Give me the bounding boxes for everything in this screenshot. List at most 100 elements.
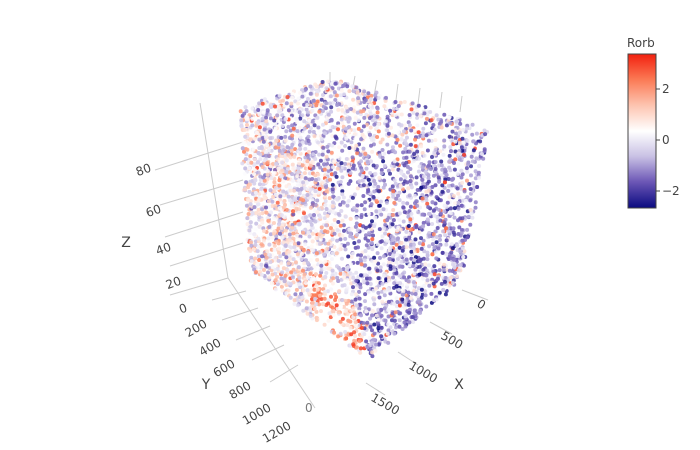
data-point xyxy=(340,148,345,153)
data-point xyxy=(415,123,420,128)
data-point xyxy=(444,267,449,272)
data-point xyxy=(454,119,459,124)
data-point xyxy=(331,313,336,317)
data-point xyxy=(311,98,316,103)
data-point xyxy=(361,224,366,229)
data-point xyxy=(357,239,361,244)
data-point xyxy=(442,185,447,190)
data-point xyxy=(331,210,336,214)
data-point xyxy=(331,165,335,170)
data-point xyxy=(371,195,376,199)
data-point xyxy=(409,128,414,133)
data-point xyxy=(368,182,372,187)
data-point xyxy=(391,218,396,223)
data-point xyxy=(453,139,458,144)
data-point xyxy=(272,118,277,123)
data-point xyxy=(277,222,282,226)
data-point xyxy=(301,130,306,135)
data-point xyxy=(306,134,311,139)
data-point xyxy=(265,143,270,148)
data-point xyxy=(346,181,351,186)
data-point xyxy=(313,157,318,161)
data-point xyxy=(253,256,258,261)
data-point xyxy=(448,145,453,150)
data-point xyxy=(361,124,366,129)
data-point xyxy=(307,149,311,154)
data-point xyxy=(442,262,447,267)
data-point xyxy=(411,320,416,324)
data-point xyxy=(247,166,252,171)
data-point xyxy=(247,228,252,233)
data-point xyxy=(243,105,248,110)
z-gridline-40 xyxy=(164,211,244,238)
data-point xyxy=(319,263,324,268)
data-point xyxy=(317,207,322,212)
data-point xyxy=(272,231,276,236)
data-point xyxy=(307,118,312,123)
data-point xyxy=(314,103,319,108)
data-point xyxy=(289,216,294,221)
data-point xyxy=(308,163,313,168)
data-point xyxy=(289,270,294,275)
data-point xyxy=(461,141,466,145)
data-point xyxy=(259,187,263,192)
data-point xyxy=(351,285,355,290)
data-point xyxy=(280,98,285,103)
data-point xyxy=(402,275,407,280)
data-point xyxy=(376,276,381,281)
data-point xyxy=(403,146,408,151)
data-point xyxy=(432,245,437,250)
data-point xyxy=(375,135,380,139)
data-point xyxy=(373,181,378,186)
data-point xyxy=(453,136,458,141)
data-point xyxy=(329,109,334,114)
data-point xyxy=(288,295,293,300)
data-point xyxy=(275,274,280,279)
data-point xyxy=(374,313,379,318)
data-point xyxy=(397,287,401,292)
data-point xyxy=(314,119,319,124)
data-point xyxy=(277,109,281,114)
data-point xyxy=(432,213,437,218)
data-point xyxy=(421,242,425,247)
data-point xyxy=(322,216,327,221)
data-point xyxy=(380,137,385,142)
data-point xyxy=(362,115,367,120)
data-point xyxy=(358,257,363,262)
data-point xyxy=(319,225,324,230)
data-point xyxy=(304,107,309,112)
data-point xyxy=(404,229,409,234)
data-point xyxy=(373,215,378,220)
data-point xyxy=(433,148,438,153)
data-point xyxy=(339,117,344,122)
data-point xyxy=(379,325,384,330)
data-point xyxy=(376,307,381,312)
data-point xyxy=(248,224,253,229)
data-point xyxy=(470,122,475,127)
data-point xyxy=(354,345,359,350)
data-point xyxy=(302,119,307,124)
data-point xyxy=(398,100,403,105)
data-point xyxy=(461,128,466,132)
data-point xyxy=(368,282,373,286)
data-point xyxy=(419,144,424,149)
data-point xyxy=(272,141,277,146)
data-point xyxy=(378,265,383,270)
data-point xyxy=(266,270,270,275)
data-point xyxy=(403,314,408,319)
data-point xyxy=(243,187,247,192)
data-point xyxy=(326,301,331,306)
data-point xyxy=(304,180,309,185)
data-point xyxy=(469,154,474,159)
data-point xyxy=(408,167,413,171)
data-point xyxy=(319,97,324,102)
data-point xyxy=(292,154,297,159)
data-point xyxy=(341,200,346,205)
data-point xyxy=(381,321,385,326)
data-point xyxy=(476,170,481,175)
data-point xyxy=(278,194,283,199)
data-point xyxy=(347,89,352,94)
data-point xyxy=(326,266,331,271)
data-point xyxy=(467,135,472,140)
